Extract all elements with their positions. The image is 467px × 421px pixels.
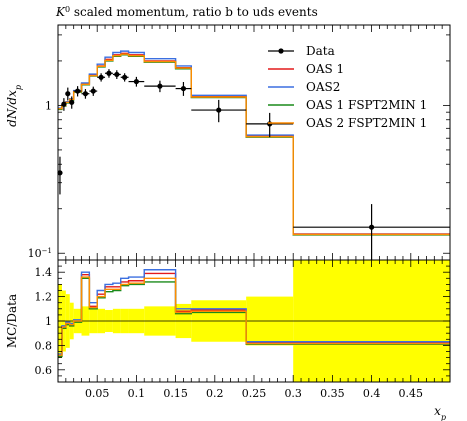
ratio-xtick-label: 0.35 [320,387,345,400]
ratio-xtick-label: 0.05 [85,387,110,400]
legend: Data OAS 1 OAS2 OAS 1 FSPT2MIN 1 OAS 2 FSPT2… [268,44,427,130]
data-point [98,74,104,80]
ratio-xtick-label: 0.4 [363,387,381,400]
ratio-line-3 [58,276,450,356]
main-ytick-label: 1 [45,99,52,112]
data-point [180,85,187,92]
main-frame [57,24,451,261]
data-point [157,83,163,89]
ratio-ytick-label: 0.6 [35,364,53,377]
data-point [61,101,67,107]
xlabel-sub: p [441,413,446,421]
main-ylabel-sub: p [14,85,23,90]
data-point [57,170,63,176]
legend-label-2: OAS2 [306,80,340,94]
chart-title-rest: scaled momentum, ratio b to uds events [70,5,318,19]
mc-line-3 [58,53,450,236]
data-point [106,70,112,76]
ratio-xtick-label: 0.3 [284,387,302,400]
data-point [75,88,81,94]
data-point [90,88,96,94]
mc-line-2 [58,54,450,236]
data-point [369,224,375,230]
data-point [82,91,89,97]
ratio-xtick-label: 0.45 [399,387,424,400]
legend-label-4: OAS 2 FSPT2MIN 1 [306,116,427,130]
main-ytick-exponent: −1 [42,247,52,255]
ratio-xtick-label: 0.2 [206,387,224,400]
ratio-ylabel: MC/Data [5,294,19,348]
ratio-ytick-label: 1.4 [35,266,53,279]
ratio-xtick-label: 0.25 [242,387,267,400]
main-ytick-label: 10−1 [28,247,52,260]
xlabel: xp [434,404,446,421]
data-point [69,99,75,105]
mc-line-0 [58,52,450,235]
data-point [216,107,222,113]
ratio-xtick-label: 0.1 [128,387,146,400]
data-point [65,91,71,97]
legend-label-3: OAS 1 FSPT2MIN 1 [306,98,427,112]
main-ylabel: dN/dxp [5,85,23,127]
legend-label-1: OAS 1 [306,62,344,76]
ratio-xtick-label: 0.15 [163,387,188,400]
legend-marker-data-dot [278,48,284,54]
data-point [267,121,273,127]
data-point [114,71,120,78]
ratio-panel: 0.05 0.1 0.15 0.2 0.25 0.3 0.35 0.4 0.45 0.6 0.8 1 1… [5,259,451,421]
chart-title-sup: 0 [65,5,70,14]
ratio-ytick-label: 1 [45,315,52,328]
legend-label-0: Data [306,44,335,58]
main-panel: 1 10−1 dN/dxp [5,24,451,261]
chart-title: K0 scaled momentum, ratio b to uds event… [55,5,318,20]
data-point [122,74,128,80]
chart-title-k: K [55,5,66,19]
ratio-ytick-label: 1.2 [35,291,53,304]
data-point [133,78,139,85]
ratio-ytick-label: 0.8 [35,339,53,352]
